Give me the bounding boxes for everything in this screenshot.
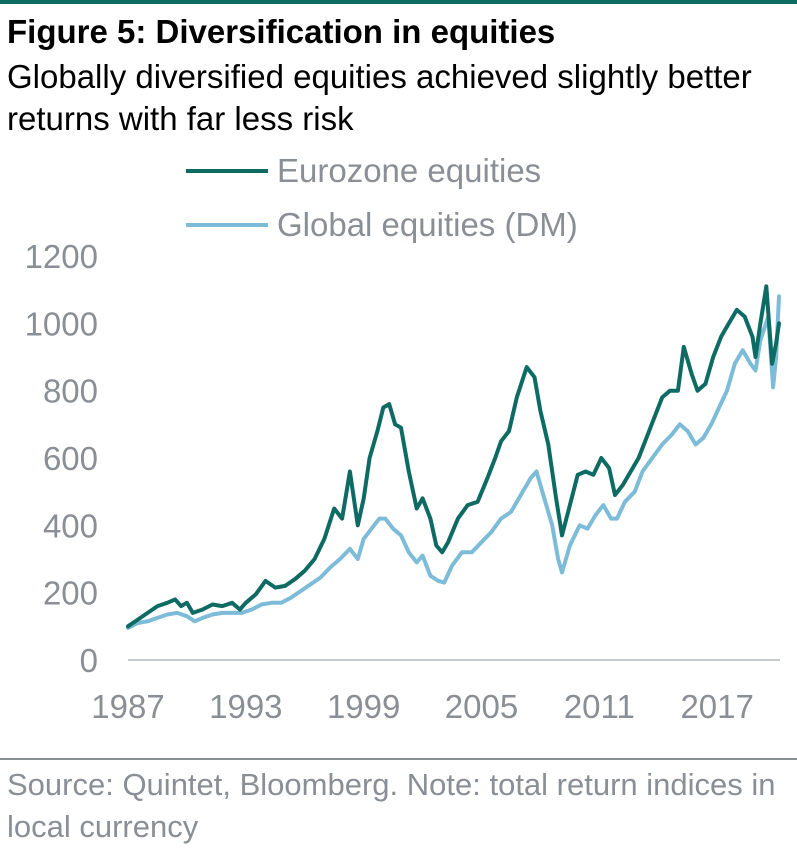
x-tick-label: 2005 [445,688,518,725]
y-tick-label: 600 [43,440,98,477]
series-line-global [126,294,781,630]
line-chart: Eurozone equities Global equities (DM) 0… [25,152,781,725]
y-tick-label: 0 [80,642,98,679]
y-tick-label: 400 [43,507,98,544]
y-tick-label: 200 [43,575,98,612]
y-tick-label: 800 [43,373,98,410]
legend-label-eurozone: Eurozone equities [277,152,541,189]
figure-title: Figure 5: Diversification in equities [7,13,556,50]
x-tick-label: 2011 [564,688,635,725]
figure-subtitle: Globally diversified equities achieved s… [7,58,752,137]
top-accent-rule [0,0,797,4]
footer-rule [0,758,797,760]
y-tick-label: 1000 [25,305,98,342]
legend-label-global: Global equities (DM) [277,206,578,243]
series-line-eurozone [126,284,781,629]
y-tick-label: 1200 [25,238,98,275]
source-note: Source: Quintet, Bloomberg. Note: total … [7,767,776,844]
x-tick-label: 1993 [209,688,282,725]
x-tick-label: 1999 [327,688,400,725]
y-axis: 0 200 400 600 800 1000 1200 [25,238,98,679]
x-axis: 1987 1993 1999 2005 2011 2017 [91,688,754,725]
series-layer [126,284,781,630]
x-tick-label: 2017 [680,688,753,725]
legend: Eurozone equities Global equities (DM) [186,152,578,243]
x-tick-label: 1987 [91,688,164,725]
